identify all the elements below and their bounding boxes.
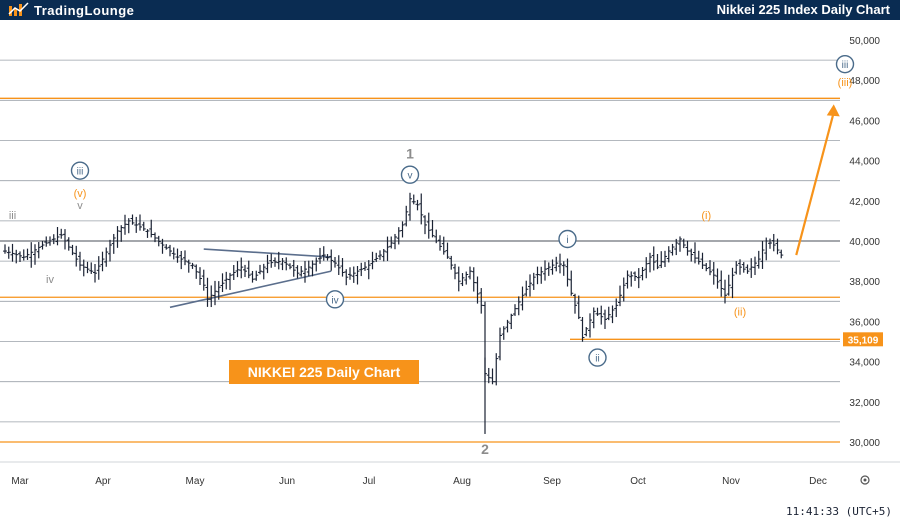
chart-background: [0, 20, 900, 522]
wave-label: (v): [74, 188, 87, 200]
wave-label-circle: [400, 165, 420, 184]
x-tick-label: Aug: [453, 476, 471, 487]
brand-logo[interactable]: TradingLounge: [8, 1, 134, 19]
x-tick-label: Jul: [363, 476, 376, 487]
y-tick-label: 36,000: [849, 317, 880, 328]
wave-label: ii: [595, 354, 599, 365]
x-tick-label: Sep: [543, 476, 561, 487]
x-tick-label: Apr: [95, 476, 111, 487]
y-tick-label: 44,000: [849, 157, 880, 168]
chart-title-badge: [229, 360, 419, 384]
wave-label: v: [408, 171, 413, 182]
y-tick-label: 42,000: [849, 197, 880, 208]
y-tick-label: 30,000: [849, 438, 880, 449]
current-level-badge: [843, 332, 883, 347]
wave-label-circle: [70, 161, 90, 180]
projection-arrowhead-icon: [826, 104, 840, 117]
y-tick-label: 38,000: [849, 277, 880, 288]
y-tick-label: 48,000: [849, 76, 880, 87]
projection-arrow-line: [795, 112, 835, 256]
x-tick-label: Nov: [722, 476, 740, 487]
x-tick-label: Oct: [630, 476, 646, 487]
wave-label: iv: [331, 295, 338, 306]
wave-label: v: [77, 200, 83, 212]
x-tick-label: Mar: [11, 476, 29, 487]
y-tick-label: 50,000: [849, 36, 880, 47]
settings-gear-icon[interactable]: [860, 475, 870, 485]
settings-gear-center-icon: [863, 478, 867, 482]
wave-label: (i): [701, 210, 711, 222]
wave-label-circle: [835, 54, 855, 74]
wave-label: (iii): [838, 77, 853, 89]
current-level-label: 35,109: [848, 335, 879, 346]
wave-label-circle: [325, 290, 345, 309]
x-tick-label: Jun: [279, 476, 295, 487]
wave-label: iv: [46, 274, 54, 286]
x-tick-label: Dec: [809, 476, 827, 487]
y-tick-label: 32,000: [849, 398, 880, 409]
y-tick-label: 34,000: [849, 358, 880, 369]
chart-logo-icon: [8, 2, 29, 16]
wave-label: iii: [77, 167, 84, 178]
wave-label: 1: [406, 146, 414, 162]
header-bar: TradingLounge Nikkei 225 Index Daily Cha…: [0, 0, 900, 20]
price-chart[interactable]: 30,000 32,000 34,000 36,000 38,000 40,000 42,0…: [0, 20, 900, 522]
wave-label: (ii): [734, 306, 746, 318]
wave-label: iii: [842, 60, 849, 71]
triangle-lower-line: [169, 270, 332, 309]
x-tick-label: May: [186, 476, 205, 487]
chart-title-label: NIKKEI 225 Daily Chart: [248, 364, 401, 380]
y-tick-label: 46,000: [849, 116, 880, 127]
wave-label: 2: [481, 441, 489, 457]
brand-name: TradingLounge: [34, 2, 135, 18]
wave-label-circle: [558, 229, 577, 249]
y-tick-label: 40,000: [849, 237, 880, 248]
page-title: Nikkei 225 Index Daily Chart: [716, 2, 890, 17]
wave-label: iii: [9, 210, 16, 222]
clock-readout: 11:41:33 (UTC+5): [786, 505, 892, 518]
triangle-upper-line: [203, 248, 332, 258]
wave-label-circle: [588, 348, 607, 367]
wave-label: i: [566, 235, 568, 246]
